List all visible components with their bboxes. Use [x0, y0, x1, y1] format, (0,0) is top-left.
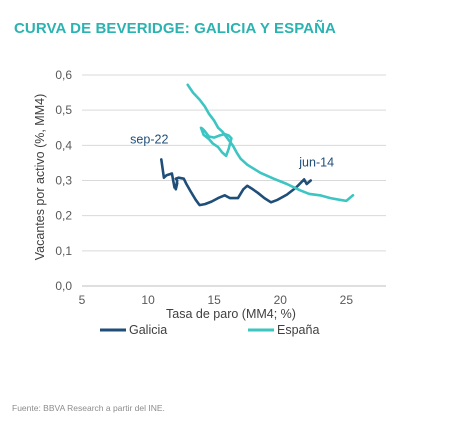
legend-label: Galicia	[129, 323, 167, 337]
annotations: sep-22 jun-14	[130, 133, 334, 170]
x-tick-labels: 5 10 15 20 25	[79, 293, 354, 307]
y-tick-label: 0,3	[55, 174, 72, 188]
y-tick-label: 0,5	[55, 103, 72, 117]
x-tick-label: 15	[207, 293, 221, 307]
legend: Galicia España	[100, 323, 319, 337]
y-tick-label: 0,4	[55, 138, 72, 152]
x-tick-label: 10	[141, 293, 155, 307]
y-tick-label: 0,0	[55, 279, 72, 293]
x-axis-label: Tasa de paro (MM4; %)	[166, 307, 296, 321]
source-note: Fuente: BBVA Research a partir del INE.	[12, 403, 165, 413]
y-axis-label: Vacantes por activo (%, MM4)	[33, 94, 47, 261]
x-tick-label: 25	[340, 293, 354, 307]
x-tick-label: 5	[79, 293, 86, 307]
chart-title: CURVA DE BEVERIDGE: GALICIA Y ESPAÑA	[14, 20, 336, 37]
series-line-galicia	[160, 158, 312, 207]
series-lines	[160, 83, 355, 207]
y-tick-label: 0,2	[55, 209, 72, 223]
annotation-label: sep-22	[130, 133, 168, 147]
grid-lines	[82, 74, 386, 287]
annotation-label: jun-14	[298, 156, 334, 170]
y-tick-label: 0,6	[55, 68, 72, 82]
series-line-espana	[186, 83, 355, 203]
y-tick-labels: 0,0 0,1 0,2 0,3 0,4 0,5 0,6	[55, 68, 72, 293]
series-line-espana	[199, 126, 233, 158]
y-tick-label: 0,1	[55, 244, 72, 258]
legend-label: España	[277, 323, 319, 337]
x-tick-label: 20	[274, 293, 288, 307]
